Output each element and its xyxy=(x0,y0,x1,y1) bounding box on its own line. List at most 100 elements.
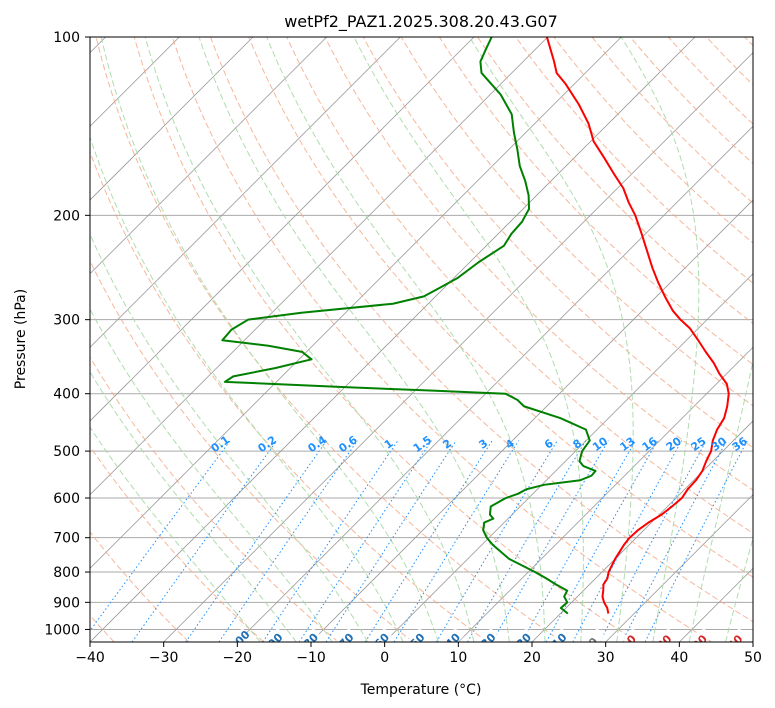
y-tick-label: 800 xyxy=(53,565,80,581)
dry-adiabat-label: -60 xyxy=(369,630,392,653)
x-tick-label: 10 xyxy=(449,650,467,666)
y-tick-label: 1000 xyxy=(44,622,80,638)
dry-adiabat-label: 40 xyxy=(725,632,745,652)
dry-adiabat-label: -70 xyxy=(333,630,356,653)
dry-adiabat-label: -50 xyxy=(404,630,427,653)
dry-adiabat-line xyxy=(90,259,414,642)
dry-adiabat-label: 0 xyxy=(586,635,601,650)
dry-adiabat-label: -80 xyxy=(298,630,321,653)
mixing-ratio-line xyxy=(521,440,637,642)
isotherm-line xyxy=(90,37,254,201)
y-tick-label: 500 xyxy=(53,444,80,460)
mixing-ratio-line xyxy=(325,440,457,642)
y-tick-label: 600 xyxy=(53,491,80,507)
axis-layer: −40 −30 −20 −10 0 10 20 30 40 5010020030040050060… xyxy=(44,30,762,666)
y-tick-label: 700 xyxy=(53,531,80,547)
x-axis-label: Temperature (°C) xyxy=(360,682,482,698)
x-tick-label: 0 xyxy=(380,650,389,666)
dry-adiabat-line xyxy=(248,37,753,578)
isotherm-line xyxy=(237,125,753,642)
dry-adiabat-label: -40 xyxy=(440,630,463,653)
y-axis-label: Pressure (hPa) xyxy=(13,289,29,389)
isotherm-line xyxy=(90,37,475,422)
mixing-ratio-line xyxy=(298,440,432,642)
dry-adiabat-line xyxy=(171,37,712,642)
dry-adiabat-line xyxy=(90,531,190,642)
dry-adiabat-line xyxy=(95,37,563,642)
dry-adiabat-label-bg xyxy=(223,627,251,642)
dry-adiabat-line xyxy=(90,356,339,642)
isotherm-line xyxy=(458,346,753,642)
dry-adiabat-label: 20 xyxy=(654,632,674,652)
x-tick-label: 40 xyxy=(670,650,688,666)
mixing-ratio-line xyxy=(545,440,659,642)
moist-adiabat-line xyxy=(353,37,584,642)
isotherm-line xyxy=(163,52,753,642)
moist-adiabat-line xyxy=(266,37,546,642)
dry-adiabat-label-bg xyxy=(649,627,677,642)
dry-adiabat-label-bg xyxy=(543,627,571,642)
mixing-ratio-line xyxy=(131,440,278,642)
isotherm-line xyxy=(90,37,327,275)
dry-adiabat-label-bg xyxy=(259,627,287,642)
moist-adiabat-line xyxy=(90,135,404,642)
y-tick-label: 900 xyxy=(53,595,80,611)
dry-adiabat-line xyxy=(90,150,488,642)
dry-adiabat-label-bg xyxy=(365,627,393,642)
mixing-ratio-line xyxy=(364,440,493,642)
dry-adiabat-label: -10 xyxy=(546,630,569,653)
isotherm-line xyxy=(605,494,753,642)
isotherm-line xyxy=(531,420,753,642)
mixing-ratio-line xyxy=(262,440,399,642)
dry-adiabat-line xyxy=(515,37,753,284)
y-tick-label: 300 xyxy=(53,313,80,329)
x-tick-label: −40 xyxy=(75,650,105,666)
dewpoint-profile-line xyxy=(221,37,597,615)
moist-adiabat-line xyxy=(90,426,261,642)
x-tick-label: −30 xyxy=(149,650,179,666)
x-tick-label: 50 xyxy=(744,650,762,666)
dry-adiabat-line xyxy=(133,37,638,642)
dry-adiabat-label-bg xyxy=(507,627,535,642)
moist-adiabat-line xyxy=(100,37,439,642)
dry-adiabat-label: 30 xyxy=(690,632,710,652)
mixing-ratio-line xyxy=(467,440,587,642)
dry-adiabat-label: -90 xyxy=(262,630,285,653)
x-tick-label: −20 xyxy=(223,650,253,666)
dry-adiabat-label-bg xyxy=(401,627,429,642)
dry-adiabat-line xyxy=(210,37,753,623)
dry-adiabat-label-bg xyxy=(578,627,606,642)
y-tick-label: 100 xyxy=(53,30,80,46)
y-tick-label: 400 xyxy=(53,387,80,403)
plot-background xyxy=(90,37,753,642)
isotherm-line xyxy=(384,273,753,642)
data-layer xyxy=(221,37,730,615)
mixing-ratio-line xyxy=(218,440,358,642)
isotherm-line xyxy=(90,37,622,569)
mixing-ratio-line xyxy=(435,440,558,642)
mixing-ratio-line xyxy=(185,440,328,642)
isotherm-line xyxy=(90,37,548,496)
dry-adiabat-label-bg xyxy=(436,627,464,642)
temperature-profile-line xyxy=(545,37,730,614)
dry-adiabat-label-bg xyxy=(294,627,322,642)
dry-adiabat-label-bg xyxy=(685,627,713,642)
isotherm-line xyxy=(752,641,753,642)
moist-adiabat-line xyxy=(90,370,297,642)
grid-layer xyxy=(90,37,753,642)
dry-adiabat-label: 10 xyxy=(619,632,639,652)
dry-adiabat-label-bg xyxy=(720,627,748,642)
dry-adiabat-label: -30 xyxy=(475,630,498,653)
isotherm-line xyxy=(90,37,401,348)
dry-adiabat-label-bg xyxy=(330,627,358,642)
isotherm-line xyxy=(90,37,696,642)
mixing-ratio-line xyxy=(393,440,520,642)
plot-frame xyxy=(89,36,754,643)
moist-adiabat-line xyxy=(688,358,753,642)
dry-adiabat-label-bg xyxy=(472,627,500,642)
dry-adiabat-label: -20 xyxy=(511,630,534,653)
mixing-ratio-line xyxy=(572,440,683,642)
x-tick-label: 30 xyxy=(597,650,615,666)
dry-adiabat-line xyxy=(439,37,753,366)
